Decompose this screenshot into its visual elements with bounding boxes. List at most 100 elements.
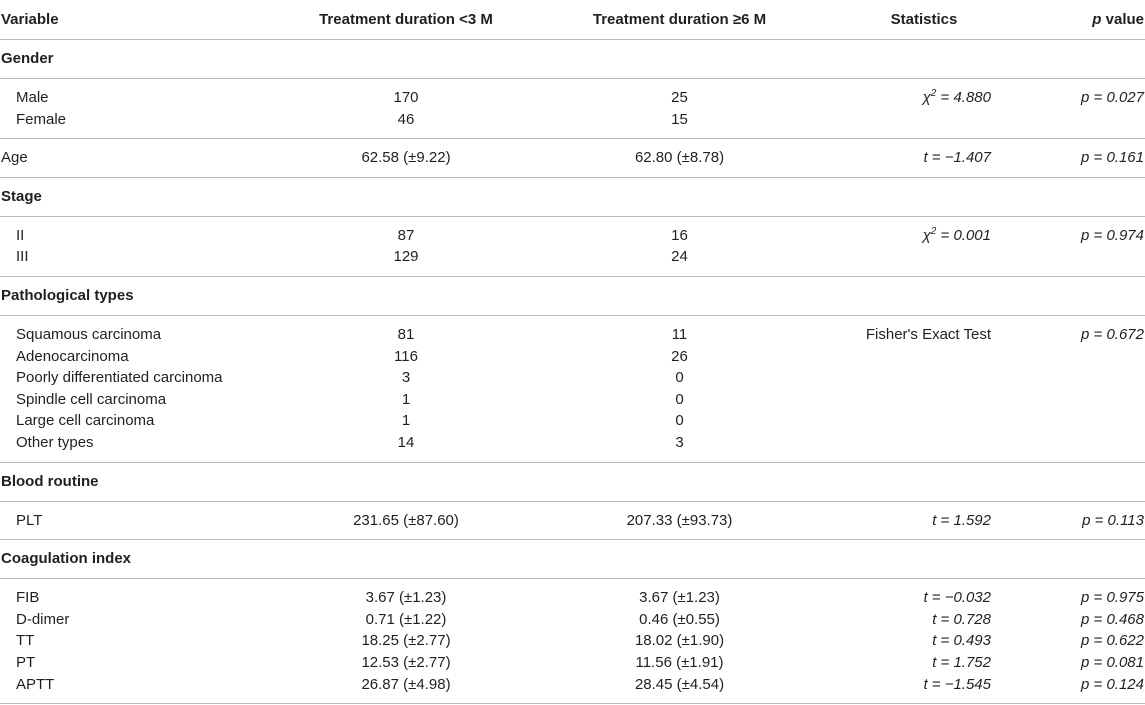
cell-lt3: 1 — [401, 412, 411, 430]
cell-statistic — [817, 246, 1031, 277]
table-row: Male 170 25 χ2 = 4.880 p = 0.027 — [0, 79, 1145, 109]
table-header: Variable Treatment duration <3 M Treatme… — [0, 0, 1145, 40]
cell-lt3: 170 — [393, 89, 419, 106]
cell-lt3: 3.67 (±1.23) — [365, 589, 447, 607]
cell-statistic: χ2 = 0.001 — [817, 216, 1031, 246]
cell-ge6: 26 — [671, 347, 688, 365]
cell-p-value: p = 0.027 — [1081, 89, 1144, 106]
cell-p-value: p = 0.468 — [1081, 610, 1144, 628]
cell-p-value: p = 0.672 — [1081, 325, 1144, 343]
cell-p-value — [1031, 108, 1145, 140]
table-row: Squamous carcinoma 81 11 Fisher's Exact … — [0, 315, 1145, 345]
cell-p-value: p = 0.113 — [1031, 501, 1145, 541]
cell-ge6: 16 — [671, 226, 688, 244]
section-header-coagulation-index: Coagulation index — [0, 539, 1145, 580]
cell-lt3: 1 — [401, 390, 411, 408]
cell-statistic — [817, 389, 1031, 411]
section-header-blood-routine: Blood routine — [0, 462, 1145, 502]
section-title: Coagulation index — [0, 539, 1145, 580]
table-row: TT 18.25 (±2.77) 18.02 (±1.90) t = 0.493… — [0, 630, 1145, 652]
cell-statistic: t = −1.407 — [817, 138, 1031, 178]
header-p-italic: p — [1092, 10, 1102, 28]
cell-statistic: t = −0.032 — [923, 589, 991, 607]
row-label: Age — [0, 138, 270, 178]
cell-ge6: 28.45 (±4.54) — [542, 673, 817, 705]
cell-p-value: p = 0.081 — [1081, 653, 1144, 671]
row-label: Squamous carcinoma — [16, 325, 162, 343]
cell-statistic — [817, 346, 1031, 368]
header-row: Variable Treatment duration <3 M Treatme… — [0, 0, 1145, 40]
cell-statistic: t = −1.545 — [817, 673, 1031, 705]
cell-p-value: p = 0.975 — [1081, 589, 1144, 607]
cell-lt3: 129 — [270, 246, 542, 277]
cell-statistic: t = 1.592 — [817, 501, 1031, 541]
cell-ge6: 207.33 (±93.73) — [542, 501, 817, 541]
cell-statistic — [817, 108, 1031, 140]
cell-statistic: Fisher's Exact Test — [865, 325, 991, 343]
row-label: PT — [16, 653, 36, 671]
row-label: FIB — [16, 589, 40, 607]
row-label: Male — [16, 89, 49, 106]
cell-lt3: 87 — [397, 226, 415, 244]
table-row: PLT 231.65 (±87.60) 207.33 (±93.73) t = … — [0, 501, 1145, 541]
cell-p-value — [1031, 346, 1145, 368]
header-treatment-lt3: Treatment duration <3 M — [270, 0, 542, 40]
stat-value: = 4.880 — [936, 89, 991, 106]
cell-ge6: 3 — [542, 431, 817, 463]
cell-statistic: t = 0.728 — [932, 610, 991, 628]
table-row: PT 12.53 (±2.77) 11.56 (±1.91) t = 1.752… — [0, 652, 1145, 674]
cell-ge6: 15 — [542, 108, 817, 140]
row-label: Adenocarcinoma — [16, 347, 129, 365]
cell-ge6: 0.46 (±0.55) — [639, 610, 720, 628]
table-row: Spindle cell carcinoma 1 0 — [0, 389, 1145, 411]
row-label: D-dimer — [16, 610, 70, 628]
cell-lt3: 26.87 (±4.98) — [270, 673, 542, 705]
table-row: Large cell carcinoma 1 0 — [0, 410, 1145, 432]
cell-p-value: p = 0.974 — [1081, 226, 1144, 244]
cell-p-value — [1031, 431, 1145, 463]
cell-ge6: 24 — [542, 246, 817, 277]
stat-superscript: 2 — [930, 225, 937, 237]
cell-lt3: 12.53 (±2.77) — [361, 653, 451, 671]
cell-lt3: 81 — [397, 325, 415, 343]
cell-lt3: 0.71 (±1.22) — [365, 610, 447, 628]
cell-statistic — [817, 431, 1031, 463]
cell-ge6: 0 — [675, 369, 684, 387]
cell-statistic — [817, 367, 1031, 389]
table-row: APTT 26.87 (±4.98) 28.45 (±4.54) t = −1.… — [0, 673, 1145, 705]
stat-value: = 0.001 — [936, 226, 991, 244]
table-row: Other types 14 3 — [0, 431, 1145, 463]
table-row: II 87 16 χ2 = 0.001 p = 0.974 — [0, 216, 1145, 246]
row-label: APTT — [0, 673, 270, 705]
cell-ge6: 0 — [675, 390, 684, 408]
cell-p-value: p = 0.161 — [1031, 138, 1145, 178]
row-label: Other types — [0, 431, 270, 463]
cell-p-value: p = 0.124 — [1031, 673, 1145, 705]
stat-superscript: 2 — [930, 88, 937, 99]
table-row: III 129 24 — [0, 246, 1145, 277]
cell-ge6: 25 — [671, 89, 688, 106]
cell-lt3: 14 — [270, 431, 542, 463]
cell-p-value — [1031, 410, 1145, 432]
cell-lt3: 231.65 (±87.60) — [270, 501, 542, 541]
section-title: Gender — [0, 39, 1145, 79]
header-p-rest: value — [1101, 10, 1144, 28]
cell-ge6: 3.67 (±1.23) — [639, 589, 720, 607]
row-label: III — [0, 246, 270, 277]
cell-statistic: t = 0.493 — [932, 632, 991, 650]
cell-statistic: t = 1.752 — [932, 653, 991, 671]
cell-p-value: p = 0.622 — [1081, 632, 1144, 650]
cell-ge6: 62.80 (±8.78) — [542, 138, 817, 178]
stat-symbol: χ — [922, 226, 931, 244]
cell-ge6: 0 — [675, 412, 684, 430]
table-row: D-dimer 0.71 (±1.22) 0.46 (±0.55) t = 0.… — [0, 609, 1145, 631]
header-statistics: Statistics — [817, 0, 1031, 40]
cell-ge6: 11 — [671, 325, 688, 343]
section-title: Blood routine — [0, 462, 1145, 502]
cell-lt3: 62.58 (±9.22) — [270, 138, 542, 178]
row-label: PLT — [0, 501, 270, 541]
cell-statistic: χ2 = 4.880 — [817, 79, 1031, 109]
table-row: Female 46 15 — [0, 108, 1145, 140]
row-label: TT — [16, 632, 35, 650]
